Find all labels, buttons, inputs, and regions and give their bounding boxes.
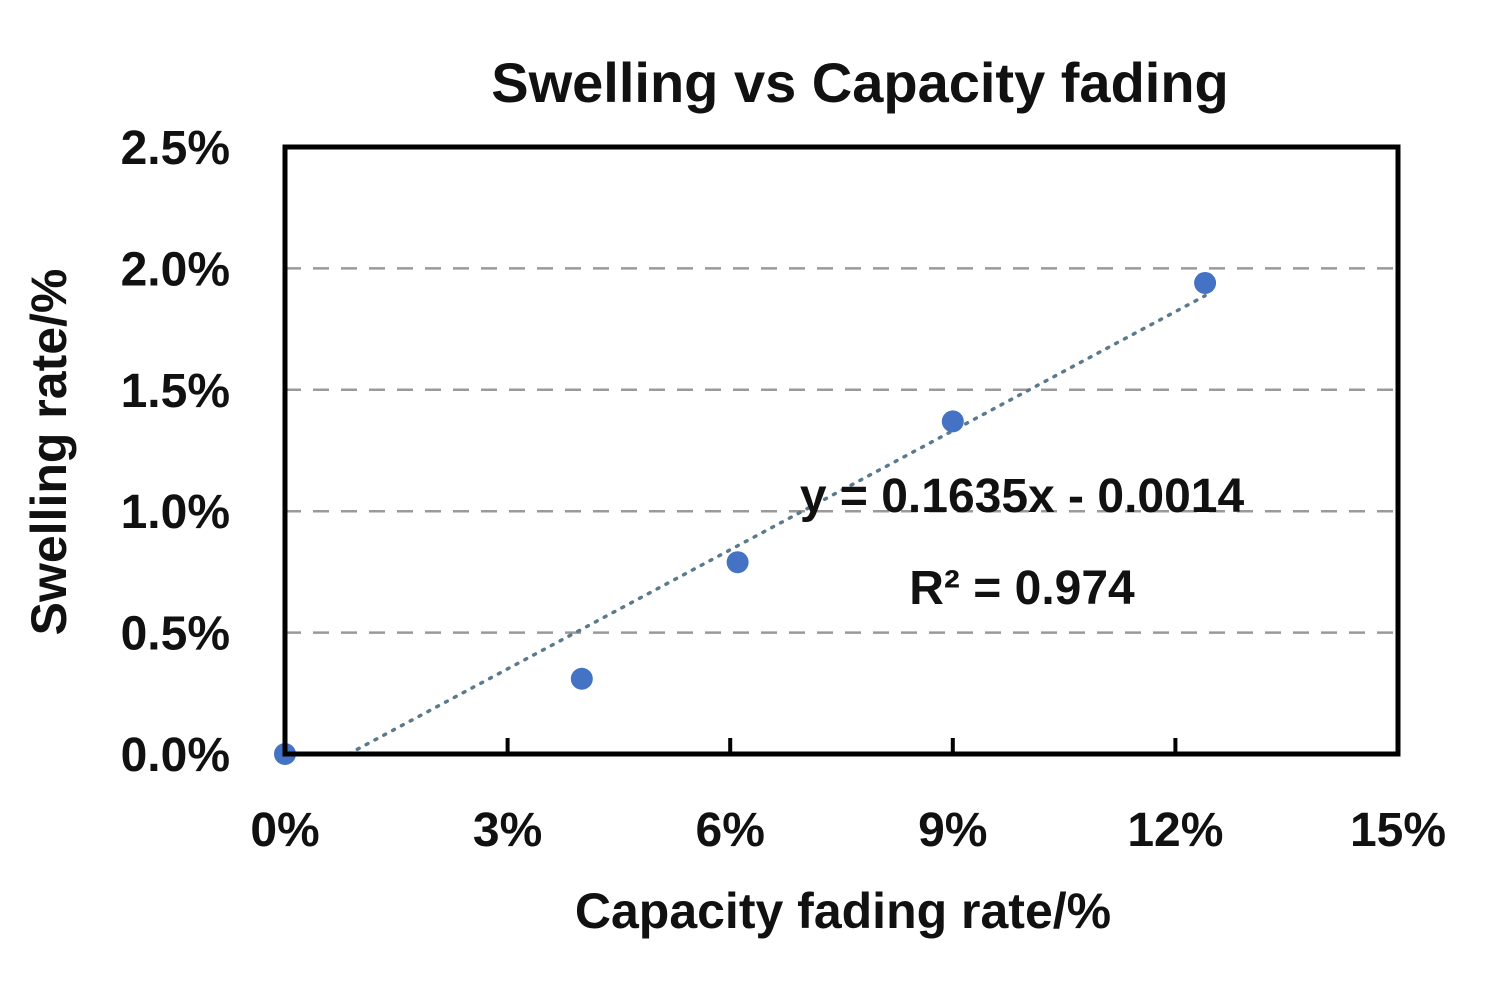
- data-point: [941, 410, 964, 433]
- x-tick-label: 3%: [473, 804, 542, 857]
- x-tick-label: 12%: [1127, 804, 1223, 857]
- y-tick-label: 0.5%: [121, 608, 230, 661]
- data-point: [1194, 271, 1217, 294]
- data-point: [570, 667, 593, 690]
- y-tick-label: 1.0%: [121, 486, 230, 539]
- chart-title: Swelling vs Capacity fading: [491, 51, 1229, 114]
- data-points: [274, 271, 1217, 765]
- y-ticks: 0.0% 0.5% 1.0% 1.5% 2.0% 2.5%: [121, 122, 230, 782]
- trendline-equation: y = 0.1635x - 0.0014: [800, 470, 1245, 523]
- y-tick-label: 1.5%: [121, 365, 230, 418]
- plot-area-border: [282, 144, 1401, 757]
- x-tick-label: 6%: [696, 804, 765, 857]
- y-axis-label: Swelling rate/%: [21, 269, 77, 636]
- gridlines: [285, 267, 1398, 634]
- y-tick-label: 2.5%: [121, 122, 230, 175]
- x-tick-label: 9%: [918, 804, 987, 857]
- r-squared-label: R² = 0.974: [909, 562, 1135, 615]
- y-tick-label: 2.0%: [121, 243, 230, 296]
- x-ticks: 0% 3% 6% 9% 12% 15%: [250, 738, 1446, 857]
- x-tick-label: 0%: [250, 804, 319, 857]
- trendline: [346, 293, 1207, 756]
- data-point: [726, 551, 749, 574]
- x-axis-label: Capacity fading rate/%: [575, 883, 1111, 939]
- x-tick-label: 15%: [1350, 804, 1446, 857]
- y-tick-label: 0.0%: [121, 729, 230, 782]
